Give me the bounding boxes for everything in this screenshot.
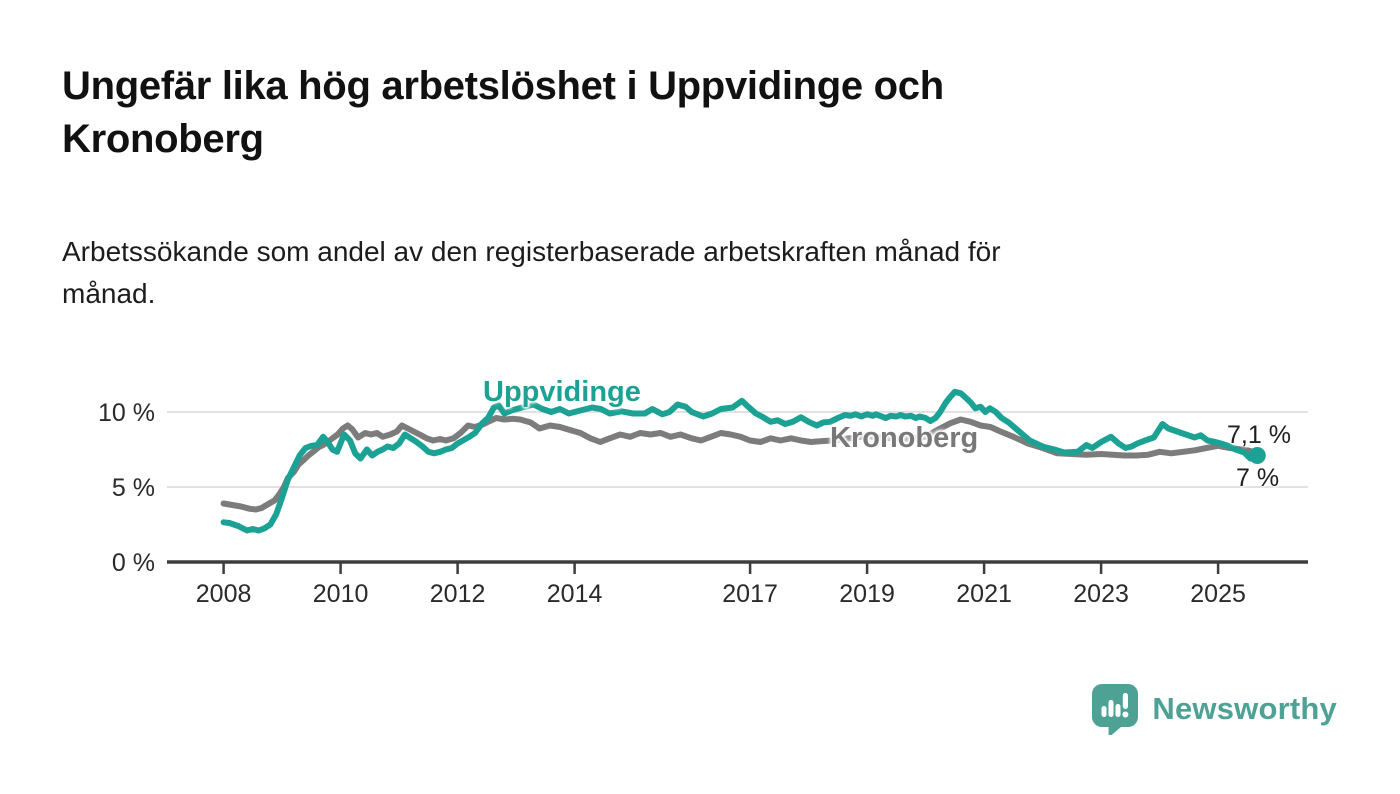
newsworthy-logo: Newsworthy [1091,684,1337,735]
chart-subtitle-line2: månad. [62,278,156,309]
chart-subtitle-line1: Arbetssökande som andel av den registerb… [62,236,1001,267]
x-tick-label: 2010 [313,580,369,608]
page-title-line1: Ungefär lika hög arbetslöshet i Uppvidin… [62,64,944,108]
newsworthy-logo-text: Newsworthy [1152,691,1337,726]
end-value-label-kronoberg: 7 % [1236,464,1280,492]
page-title-line2: Kronoberg [62,116,264,161]
series-line-uppvidinge [220,388,1261,534]
x-tick-label: 2019 [839,580,895,608]
y-tick-label: 0 % [112,549,155,577]
y-tick-label: 5 % [112,474,155,502]
end-point-marker [1248,447,1266,464]
x-tick-label: 2014 [547,580,603,608]
x-tick-label: 2012 [430,580,486,608]
line-chart: 2008 2010 2012 2014 2017 2019 2021 2023 2025 0 % 5… [98,388,1308,608]
x-tick-label: 2008 [196,580,252,608]
end-value-label-uppvidinge: 7,1 % [1227,421,1291,449]
newsworthy-logo-icon [1092,684,1139,735]
x-tick-label: 2021 [956,580,1012,608]
x-tick-label: 2017 [722,580,778,608]
page-title: Ungefär lika hög arbetslöshet i Uppvidin… [62,60,1222,166]
y-tick-label: 10 % [98,399,155,427]
x-tick-label: 2023 [1073,580,1129,608]
chart-subtitle: Arbetssökande som andel av den registerb… [62,231,1262,315]
series-line-kronoberg [220,415,1261,513]
x-tick-label: 2025 [1190,580,1246,608]
series-label-kronoberg: Kronoberg [830,422,979,454]
series-label-uppvidinge: Uppvidinge [483,376,641,408]
